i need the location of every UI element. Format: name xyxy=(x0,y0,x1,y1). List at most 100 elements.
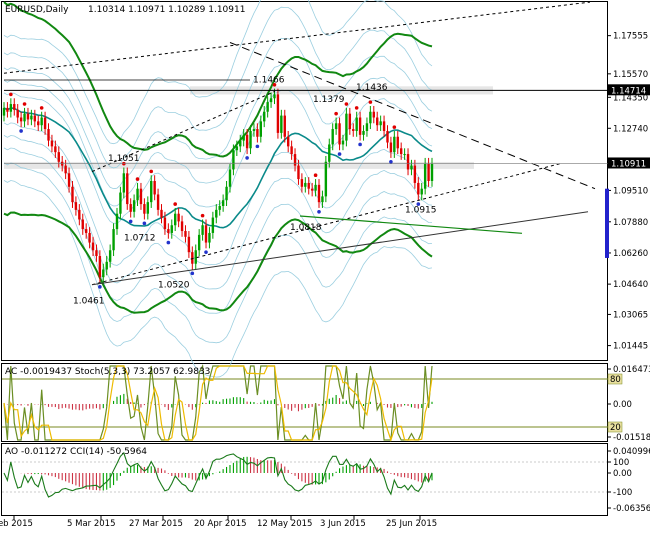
fractal-up-marker xyxy=(200,213,205,218)
candle-body xyxy=(122,173,126,193)
candle-body xyxy=(119,192,122,214)
candle-body xyxy=(256,129,259,137)
fractal-up-marker xyxy=(272,83,277,87)
candle-body xyxy=(324,161,328,197)
candle-body xyxy=(54,146,57,153)
candle-body xyxy=(245,134,249,149)
candle-body xyxy=(358,117,362,135)
candle-body xyxy=(376,117,379,126)
candle-body xyxy=(403,154,406,156)
candle-body xyxy=(2,107,6,116)
candle-body xyxy=(221,200,225,207)
price-annotation-label: 1.1379 xyxy=(313,95,345,105)
descending-dashed-trendline xyxy=(229,42,596,190)
time-axis-label: 25 Jun 2015 xyxy=(386,519,437,529)
candle-body xyxy=(317,184,321,203)
candle-body xyxy=(132,200,136,212)
candle-body xyxy=(184,231,187,237)
fractal-down-marker xyxy=(19,129,23,133)
fractal-up-marker xyxy=(334,111,338,116)
candle-body xyxy=(67,173,71,187)
candle-body xyxy=(211,217,215,233)
candle-body xyxy=(126,173,129,205)
candle-body xyxy=(33,115,37,122)
ao-axis-label: 0.0409967 xyxy=(613,447,650,457)
candle-body xyxy=(307,182,310,189)
stoch-80-badge xyxy=(607,373,623,385)
ao-axis-label: -0.0635603 xyxy=(613,504,650,514)
candle-body xyxy=(177,213,180,222)
ao-panel-frame xyxy=(1,443,608,516)
candle-body xyxy=(273,94,276,99)
candle-body xyxy=(369,111,372,124)
envelope-band-4 xyxy=(3,6,433,169)
candle-body xyxy=(352,129,355,131)
price-axis-label: 1.07880 xyxy=(613,218,648,228)
candle-body xyxy=(372,111,375,118)
candle-body xyxy=(269,98,273,103)
price-annotation-label: 1.1436 xyxy=(356,83,388,93)
candle-body xyxy=(115,213,119,230)
candle-body xyxy=(345,113,348,141)
candle-body xyxy=(40,117,43,126)
ao-axis-label: 100 xyxy=(613,458,629,468)
candle-body xyxy=(160,209,163,218)
candle-body xyxy=(382,121,386,131)
candle-body xyxy=(276,94,280,133)
candle-body xyxy=(6,107,9,112)
price-annotation-label: 1.0461 xyxy=(73,297,105,307)
stoch-80-label: 80 xyxy=(610,375,621,385)
candle-body xyxy=(228,169,232,187)
candle-body xyxy=(406,154,410,170)
candle-body xyxy=(365,123,369,131)
candle-body xyxy=(293,154,297,166)
ac-axis-label: -0.0151826 xyxy=(613,433,650,443)
candle-body xyxy=(108,250,112,262)
candle-body xyxy=(314,184,317,191)
fractal-down-marker xyxy=(128,219,133,224)
price-axis-label: 1.09510 xyxy=(613,186,648,196)
candle-body xyxy=(204,225,208,243)
fractal-down-marker xyxy=(166,240,171,245)
fractal-up-marker xyxy=(135,177,140,181)
candle-body xyxy=(139,188,143,205)
time-axis-label: 3 Jun 2015 xyxy=(320,519,366,529)
fractal-down-marker xyxy=(358,142,362,147)
price-axis-label: 1.14350 xyxy=(613,93,648,103)
candle-body xyxy=(297,165,300,180)
candle-body xyxy=(348,113,352,130)
candle-body xyxy=(232,150,235,170)
candle-body xyxy=(105,261,108,270)
fractal-up-marker xyxy=(392,125,397,129)
candle-body xyxy=(310,188,314,191)
ao-panel-title: AO -0.011272 CCI(14) -50.5964 xyxy=(5,447,147,457)
candle-body xyxy=(290,146,293,155)
candle-body xyxy=(174,213,177,226)
candle-body xyxy=(283,115,286,137)
time-axis-label: 12 Feb 2015 xyxy=(0,519,33,529)
price-annotation-label: 1.1051 xyxy=(108,154,140,164)
ac-stoch-plot: 0.0164737 0.00 -0.0151826 80 20 xyxy=(2,363,650,443)
fractal-down-marker xyxy=(142,221,147,226)
candle-body xyxy=(393,136,396,153)
candle-body xyxy=(399,148,403,155)
price-axis-label: 1.03065 xyxy=(613,310,648,320)
fractal-down-marker xyxy=(416,202,421,206)
price-axis-label: 1.01445 xyxy=(613,342,648,352)
axes: 1.175551.155701.143501.127401.109301.095… xyxy=(0,32,650,529)
candle-body xyxy=(81,219,84,230)
price-annotation-label: 1.0915 xyxy=(405,205,437,215)
price-axis-label: 1.04640 xyxy=(613,280,648,290)
envelope-band-5 xyxy=(3,0,433,145)
candle-body xyxy=(379,121,382,126)
fractal-down-marker xyxy=(190,271,195,276)
ohlc-readout: 1.10314 1.10971 1.10289 1.10911 xyxy=(88,5,245,15)
candle-body xyxy=(84,229,88,233)
candle-body xyxy=(300,179,304,187)
stoch-20-label: 20 xyxy=(610,423,621,433)
candle-body xyxy=(225,186,228,201)
candle-body xyxy=(427,163,430,181)
candle-body xyxy=(321,196,324,203)
candle-body xyxy=(187,236,191,253)
